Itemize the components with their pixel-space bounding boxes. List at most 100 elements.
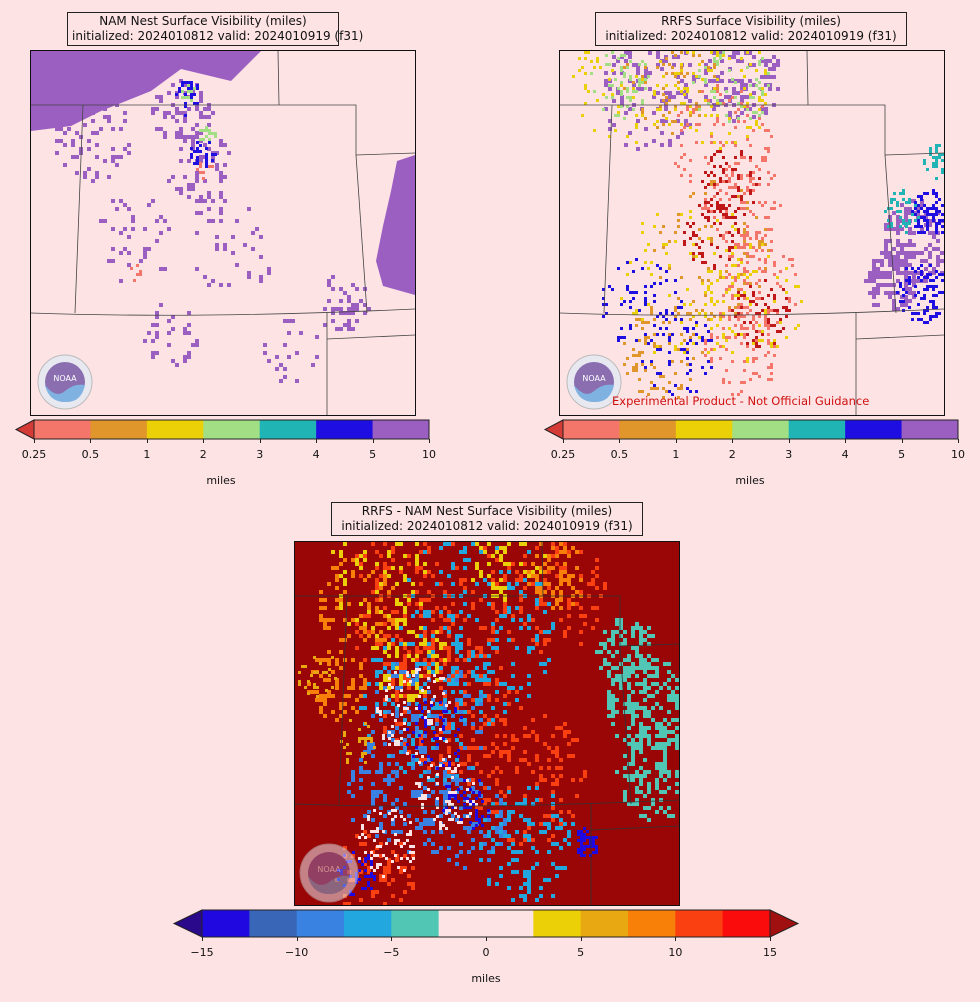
colorbar-swatch <box>628 910 676 937</box>
colorbar-tick-label: 10 <box>668 946 683 959</box>
colorbar-swatch <box>372 420 430 439</box>
colorbar-tick-label: 15 <box>763 946 777 959</box>
colorbar-tick <box>429 439 430 443</box>
rrfs-colorbar-unit: miles <box>735 474 765 487</box>
colorbar-swatch <box>202 910 250 937</box>
rrfs-panel-title: RRFS Surface Visibility (miles) initiali… <box>595 12 907 46</box>
colorbar-swatch <box>203 420 261 439</box>
colorbar-tick <box>486 937 487 941</box>
colorbar-swatch <box>259 420 317 439</box>
rrfs-visibility-map: NOAA Experimental Product - Not Official… <box>559 50 945 416</box>
colorbar-tick-label: 10 <box>422 448 436 461</box>
colorbar-tick-label: 10 <box>951 448 965 461</box>
colorbar-tick-label: −10 <box>285 946 309 959</box>
colorbar-swatch <box>675 420 733 439</box>
colorbar-tick <box>732 439 734 443</box>
colorbar-under-arrow <box>172 909 203 938</box>
colorbar-under-arrow <box>543 419 564 440</box>
colorbar-tick-label: 0.5 <box>610 448 629 461</box>
colorbar-swatch <box>563 420 620 439</box>
colorbar-tick-label: 4 <box>841 448 849 461</box>
diff-map-field <box>295 542 679 905</box>
colorbar-tick-label: 0.25 <box>21 448 47 461</box>
diff-title-line1: RRFS - NAM Nest Surface Visibility (mile… <box>361 504 613 518</box>
colorbar-swatch <box>146 420 204 439</box>
colorbar-swatch <box>296 910 345 937</box>
diff-colorbar-unit: miles <box>471 972 501 985</box>
colorbar-tick-label: 3 <box>256 448 264 461</box>
colorbar-tick-label: −5 <box>383 946 400 959</box>
colorbar-tick <box>146 439 148 443</box>
colorbar-tick-label: 4 <box>312 448 320 461</box>
nam-colorbar-swatches <box>14 419 430 440</box>
colorbar-tick-label: 1 <box>143 448 151 461</box>
colorbar-swatch <box>675 910 724 937</box>
disclaimer-text: Experimental Product - Not Official Guid… <box>612 394 870 408</box>
rrfs-colorbar: 0.25 0.5 1 2 3 4 5 10 miles <box>543 418 965 488</box>
svg-text:NOAA: NOAA <box>53 374 77 383</box>
difference-map: NOAA <box>294 541 680 906</box>
colorbar-tick <box>619 439 621 443</box>
diff-title-line2: initialized: 2024010812 valid: 202401091… <box>341 519 633 533</box>
colorbar-tick <box>90 439 92 443</box>
colorbar-tick-label: 3 <box>785 448 793 461</box>
colorbar-swatch <box>486 910 534 937</box>
colorbar-swatch <box>316 420 374 439</box>
diff-panel-title: RRFS - NAM Nest Surface Visibility (mile… <box>331 502 643 536</box>
nam-colorbar-unit: miles <box>206 474 236 487</box>
colorbar-tick <box>202 937 203 941</box>
colorbar-tick <box>901 439 903 443</box>
colorbar-tick-label: 0.5 <box>81 448 100 461</box>
colorbar-tick-label: 1 <box>672 448 680 461</box>
colorbar-tick <box>34 439 35 443</box>
colorbar-under-arrow <box>14 419 35 440</box>
colorbar-tick-label: 2 <box>199 448 207 461</box>
colorbar-tick <box>675 937 677 941</box>
colorbar-tick <box>770 937 771 941</box>
colorbar-tick <box>372 439 374 443</box>
svg-text:NOAA: NOAA <box>582 374 606 383</box>
difference-colorbar: −15 −10 −5 0 5 10 15 miles <box>172 908 800 992</box>
diff-colorbar-swatches <box>172 909 800 938</box>
colorbar-tick <box>203 439 205 443</box>
rrfs-title-line1: RRFS Surface Visibility (miles) <box>661 14 841 28</box>
colorbar-tick-label: 5 <box>898 448 906 461</box>
colorbar-tick <box>958 439 959 443</box>
colorbar-tick <box>296 937 298 941</box>
colorbar-swatch <box>580 910 629 937</box>
rrfs-map-field <box>560 51 944 415</box>
colorbar-swatch <box>788 420 846 439</box>
rrfs-colorbar-swatches <box>543 419 959 440</box>
colorbar-swatch <box>249 910 298 937</box>
colorbar-tick <box>391 937 393 941</box>
colorbar-swatch <box>344 910 392 937</box>
nam-visibility-map: NOAA <box>30 50 416 416</box>
colorbar-swatch <box>732 420 790 439</box>
colorbar-tick <box>845 439 847 443</box>
colorbar-tick <box>788 439 790 443</box>
colorbar-tick-label: 5 <box>369 448 377 461</box>
colorbar-tick <box>316 439 318 443</box>
colorbar-tick-label: 0 <box>482 946 490 959</box>
colorbar-swatch <box>722 910 771 937</box>
colorbar-swatch <box>901 420 959 439</box>
colorbar-swatch <box>34 420 91 439</box>
nam-panel-title: NAM Nest Surface Visibility (miles) init… <box>67 12 363 46</box>
colorbar-tick-label: 5 <box>577 946 585 959</box>
colorbar-swatch <box>90 420 148 439</box>
colorbar-tick <box>675 439 677 443</box>
colorbar-swatch <box>619 420 677 439</box>
colorbar-swatch <box>391 910 440 937</box>
colorbar-tick-label: −15 <box>190 946 214 959</box>
colorbar-over-arrow <box>769 909 800 938</box>
colorbar-tick <box>563 439 564 443</box>
rrfs-title-line2: initialized: 2024010812 valid: 202401091… <box>605 29 897 43</box>
nam-title-line1: NAM Nest Surface Visibility (miles) <box>99 14 307 28</box>
colorbar-frame <box>562 419 959 440</box>
colorbar-tick-label: 2 <box>728 448 736 461</box>
colorbar-tick <box>259 439 261 443</box>
colorbar-tick <box>580 937 582 941</box>
colorbar-frame <box>33 419 430 440</box>
colorbar-swatch <box>845 420 903 439</box>
nam-map-field <box>31 51 415 415</box>
